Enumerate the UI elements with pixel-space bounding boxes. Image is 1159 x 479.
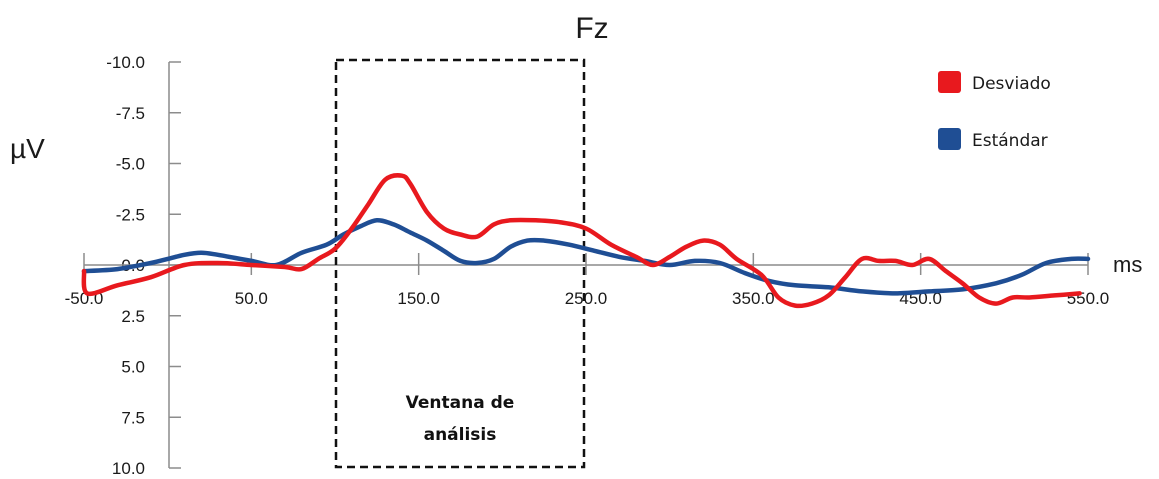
y-tick-label: 7.5 [121,408,145,427]
legend-swatch-desviado [938,71,961,93]
legend-label-estandar: Estándar [972,131,1048,151]
y-tick-label: 10.0 [112,459,145,478]
series-lines [81,173,1091,309]
x-axis-label: ms [1113,252,1142,277]
y-tick-label: -5.0 [116,155,145,174]
x-tick-label: 150.0 [397,289,440,308]
series-line-estandar [81,218,1091,296]
annotation-line-2: análisis [424,425,497,445]
legend: Desviado Estándar [938,71,1051,151]
y-tick-label: 5.0 [121,358,145,377]
x-tick-label: 50.0 [235,289,268,308]
y-tick-label: -10.0 [106,53,145,72]
analysis-window-box [334,58,586,469]
legend-swatch-estandar [938,128,961,150]
x-tick-label: 350.0 [732,289,775,308]
y-tick-label: -2.5 [116,205,145,224]
y-tick-label: -7.5 [116,104,145,123]
y-axis-label: µV [10,133,45,164]
chart-title: Fz [575,12,608,45]
legend-label-desviado: Desviado [972,74,1051,94]
x-tick-label: 250.0 [565,289,608,308]
analysis-window-annotation: Ventana de análisis [334,58,586,469]
series-line-desviado [81,173,1082,309]
y-tick-label: 2.5 [121,307,145,326]
annotation-line-1: Ventana de [406,393,515,413]
